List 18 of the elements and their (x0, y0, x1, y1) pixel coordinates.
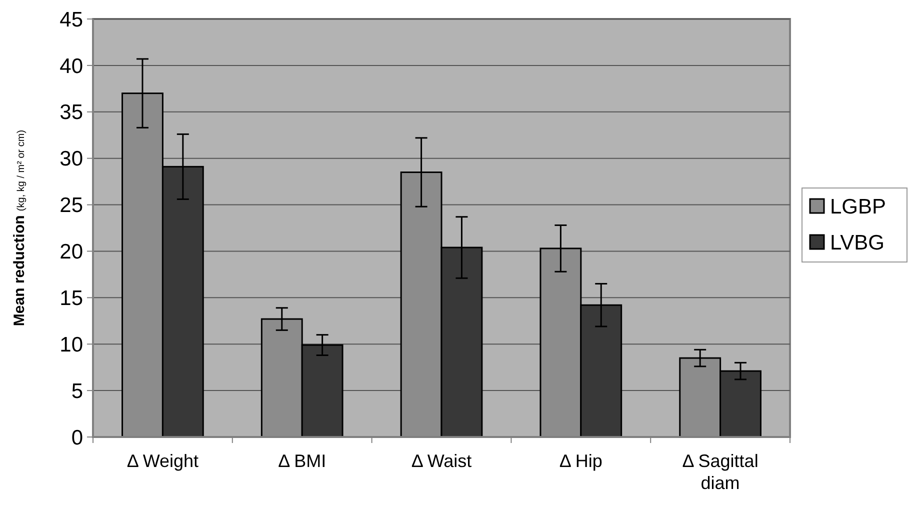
x-tick-label: Δ Weight (126, 451, 199, 471)
y-tick-label: 10 (60, 333, 83, 356)
y-axis-title: Mean reduction (kg, kg / m² or cm) (11, 130, 28, 326)
y-tick-label: 5 (71, 380, 83, 403)
y-tick-label: 20 (60, 240, 83, 264)
y-tick-label: 30 (60, 148, 83, 171)
legend-label: LGBP (830, 195, 886, 218)
y-tick-label: 45 (60, 8, 83, 32)
y-tick-label: 40 (60, 54, 83, 78)
y-tick-label: 35 (60, 101, 83, 124)
x-tick-label: Δ Sagittal diam (682, 451, 758, 493)
x-tick-label: Δ Waist (411, 451, 472, 471)
y-tick-label: 15 (60, 287, 83, 310)
x-tick-label: Δ BMI (278, 451, 326, 471)
y-tick-label: 25 (60, 194, 83, 218)
x-tick-label: Δ Hip (559, 451, 602, 471)
legend-label: LVBG (830, 231, 884, 254)
y-tick-label: 0 (71, 426, 83, 450)
